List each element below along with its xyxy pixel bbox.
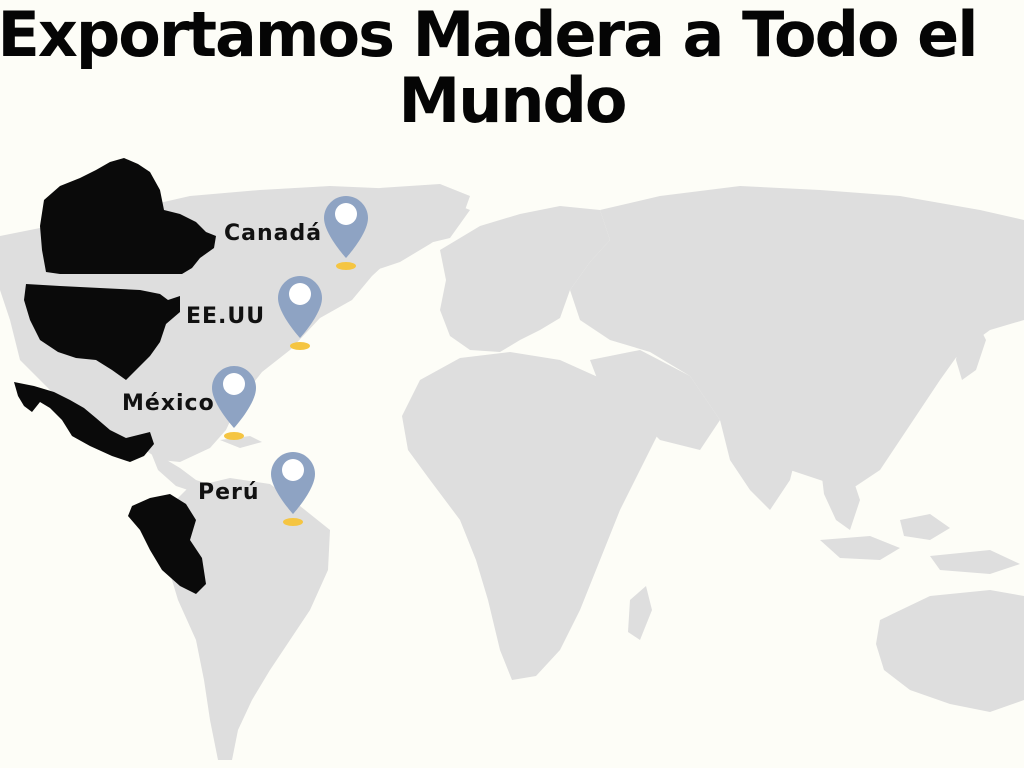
title-line-1: Exportamos Madera a Todo el: [0, 0, 978, 71]
map-pin-icon: [271, 452, 315, 526]
canada-silhouette: [40, 158, 216, 274]
title-line-2: Mundo: [398, 64, 628, 137]
page-title: Exportamos Madera a Todo el Mundo: [0, 0, 1024, 134]
country-label-mexico: México: [122, 391, 215, 416]
map-pin-icon: [212, 366, 256, 440]
country-label-usa: EE.UU: [186, 304, 266, 329]
country-label-peru: Perú: [198, 480, 260, 505]
map-pin-icon: [324, 196, 368, 270]
peru-silhouette: [128, 494, 206, 594]
country-label-canada: Canadá: [224, 221, 323, 246]
mexico-silhouette: [14, 382, 154, 462]
usa-silhouette: [24, 284, 180, 380]
map-pin-icon: [278, 276, 322, 350]
